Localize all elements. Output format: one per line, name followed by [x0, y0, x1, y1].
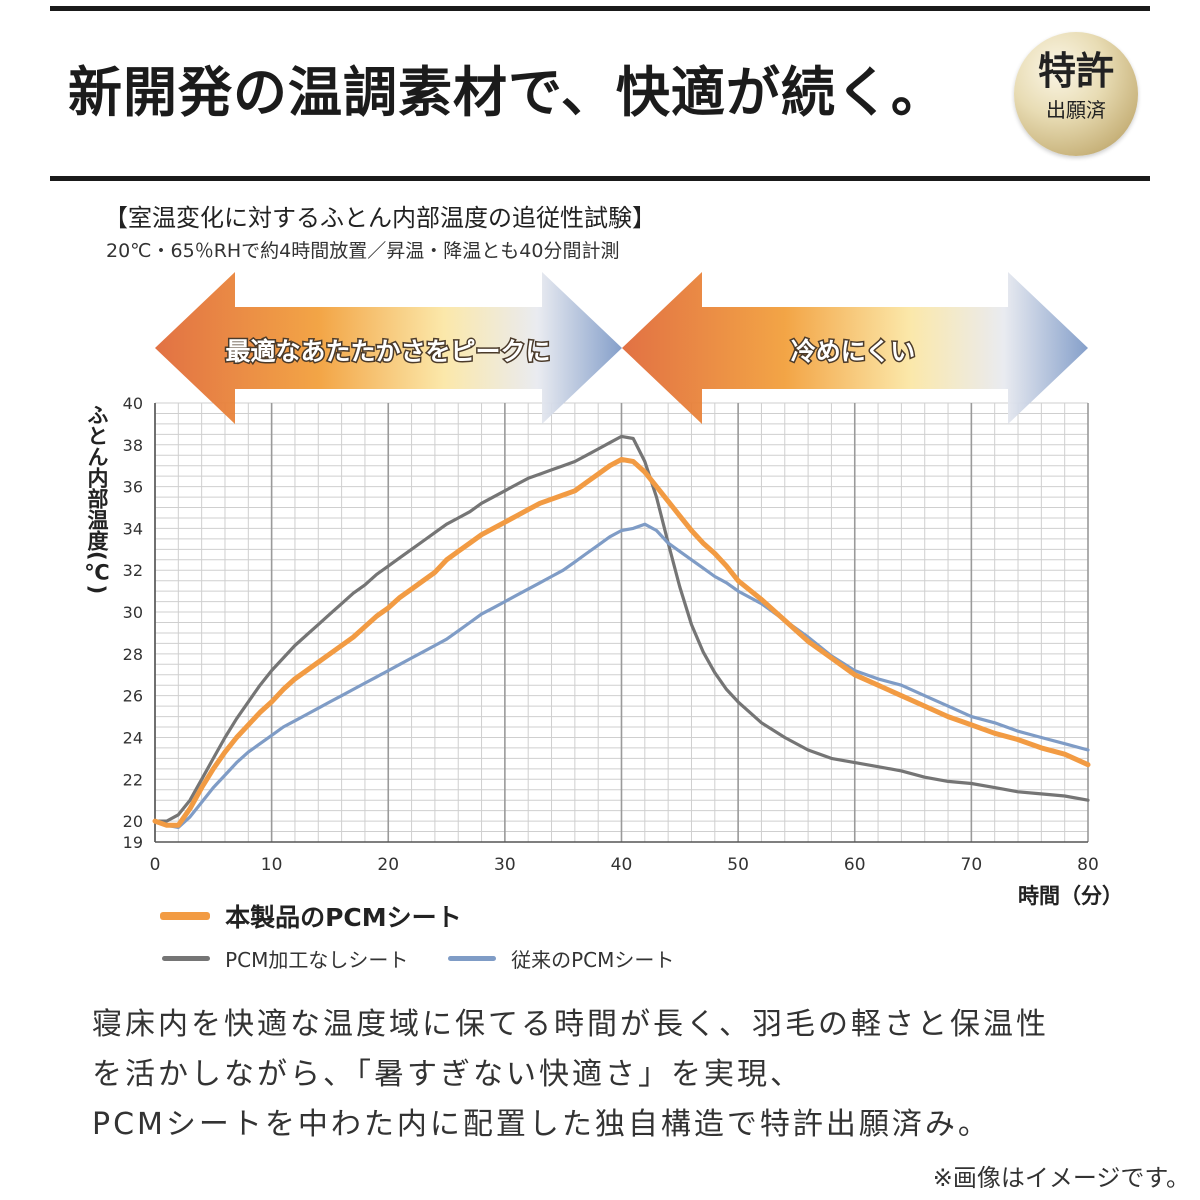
legend-label-no-pcm: PCM加工なしシート [225, 948, 409, 972]
y-tick-label: 22 [123, 770, 143, 789]
test-title: 【室温変化に対するふとん内部温度の追従性試験】 [104, 204, 656, 232]
body-line-2: を活かしながら、「暑すぎない快適さ」を実現、 [92, 1057, 803, 1092]
legend-item-no-pcm: PCM加工なしシート [162, 944, 408, 973]
series-line [153, 434, 1090, 823]
patent-seal: 特許 出願済 [1014, 32, 1138, 156]
image-note: ※画像はイメージです。 [932, 1164, 1190, 1192]
legend-item-conventional: 従来のPCMシート [448, 944, 674, 973]
x-tick-label: 70 [961, 855, 983, 875]
legend-label-conventional: 従来のPCMシート [511, 948, 675, 972]
seal-big-text: 特許 [1037, 49, 1114, 93]
body-copy: 寝床内を快適な温度域に保てる時間が長く、羽毛の軽さと保温性 を活かしながら、「暑… [92, 1000, 1049, 1150]
x-tick-label: 40 [611, 855, 633, 875]
y-tick-label: 38 [123, 436, 143, 455]
banner-right-label: 冷めにくい [791, 337, 916, 366]
x-tick-label: 60 [844, 855, 866, 875]
y-tick-label: 40 [123, 394, 143, 413]
y-tick-label: 20 [123, 812, 143, 831]
header-bottom-rule [50, 176, 1150, 181]
x-tick-label: 20 [377, 855, 399, 875]
banner-arrows: 最適なあたたかさをピークに 冷めにくい [155, 272, 1088, 424]
banner-arrow-right [622, 272, 1088, 424]
test-conditions: 20℃・65％RHで約4時間放置／昇温・降温とも40分間計測 [106, 240, 620, 262]
y-tick-label: 26 [123, 687, 143, 706]
top-rule [50, 6, 1150, 11]
x-tick-label: 0 [150, 855, 161, 875]
y-tick-label: 34 [123, 519, 143, 538]
headline: 新開発の温調素材で、快適が続く。 [68, 61, 946, 124]
legend-label-main: 本製品のPCMシート [225, 903, 462, 932]
body-line-3: PCMシートを中わた内に配置した独自構造で特許出願済み。 [92, 1107, 991, 1142]
banner-arrow-left [155, 272, 622, 424]
y-axis-label: ふとん内部温度(℃) [85, 404, 109, 595]
y-tick-label: 32 [123, 561, 143, 580]
legend-swatch-no-pcm [162, 956, 210, 961]
axes [154, 403, 1088, 843]
x-tick-label: 50 [727, 855, 749, 875]
legend-swatch-main [160, 912, 210, 920]
series-line [152, 456, 1091, 828]
y-tick-label: 24 [123, 728, 143, 747]
x-tick-label: 80 [1077, 855, 1099, 875]
legend-swatch-conventional [448, 956, 496, 961]
x-axis-label: 時間（分） [1018, 884, 1123, 908]
y-tick-label: 36 [123, 478, 143, 497]
x-tick-label: 10 [261, 855, 283, 875]
ticks: 0 10 20 30 40 50 60 70 80 19 20 22 24 26 28 30 32 34 36 38 4… [123, 394, 1099, 875]
legend-item-main: 本製品のPCMシート [160, 898, 462, 934]
body-line-1: 寝床内を快適な温度域に保てる時間が長く、羽毛の軽さと保温性 [92, 1007, 1049, 1042]
y-tick-label: 30 [123, 603, 143, 622]
series-lines [152, 434, 1091, 829]
seal-small-text: 出願済 [1046, 98, 1106, 122]
x-tick-label: 30 [494, 855, 516, 875]
y-tick-label: 19 [123, 833, 143, 852]
banner-left-label: 最適なあたたかさをピークに [225, 337, 550, 366]
y-tick-label: 28 [123, 645, 143, 664]
